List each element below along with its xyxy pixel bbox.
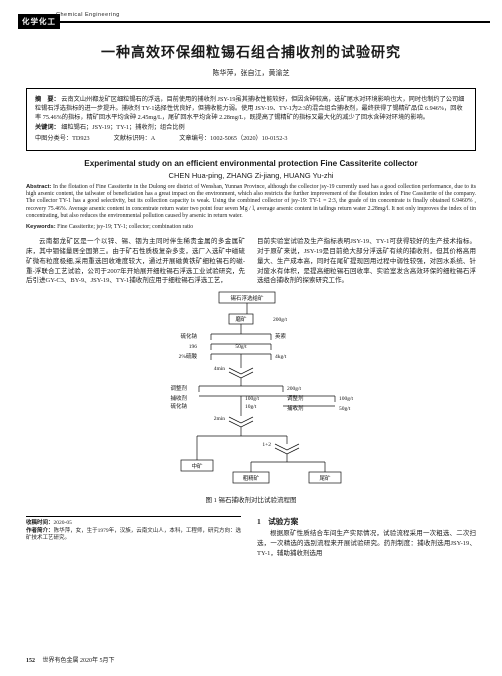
svg-text:粗精矿: 粗精矿 xyxy=(243,474,260,482)
col1-p1: 云南都龙矿区是一个以锌、锡、铟为主同时伴生稀贵金属的多金属矿床，其中铟储量居全国… xyxy=(26,237,245,286)
article-title: 一种高效环保细粒锡石组合捕收剂的试验研究 xyxy=(26,42,476,62)
col2-p1: 目前实验室试验及生产指标表明JSY-19、TY-1可获得较好的生产技术指标。对于… xyxy=(257,237,476,286)
en-authors: CHEN Hua-ping, ZHANG Zi-jiang, HUANG Yu-… xyxy=(26,171,476,180)
svg-text:调整剂: 调整剂 xyxy=(287,394,304,402)
svg-text:捕收剂: 捕收剂 xyxy=(170,394,187,402)
en-keywords: Keywords: Fine Cassiterite; jsy-19; TY-1… xyxy=(26,224,476,231)
section-1-para: 根据原矿性质结合车间生产实际情况，试验流程采用一次粗选、二次扫选，一次精选的选别… xyxy=(257,529,476,558)
svg-text:英索: 英索 xyxy=(275,332,287,340)
svg-text:1+2: 1+2 xyxy=(262,442,271,448)
svg-text:磨矿: 磨矿 xyxy=(235,315,247,323)
badge-text-en: Chemical Engineering xyxy=(56,12,120,18)
bio-label: 作者简介： xyxy=(26,528,54,534)
recv-label: 收稿时间： xyxy=(26,520,54,526)
cls-doi: 文章编号：1002-5065（2020）10-0152-3 xyxy=(179,135,287,144)
svg-text:锡石浮选给矿: 锡石浮选给矿 xyxy=(230,294,264,302)
flow-caption: 图 1 锡石捕收剂对比试验流程图 xyxy=(26,494,476,504)
abs-zh: 云南文山州都龙矿区细粒锡石的浮选，目前使用的捕收剂 JSY-19虽其捕收性能较好… xyxy=(35,96,464,121)
svg-text:100g/t: 100g/t xyxy=(245,396,260,402)
body-columns: 云南都龙矿区是一个以锌、锡、铟为主同时伴生稀贵金属的多金属矿床，其中铟储量居全国… xyxy=(26,237,476,286)
cls-cn: 中图分类号：TD923 xyxy=(35,135,90,144)
bio: 陈华萍，女，生于1979年，汉族，云南文山人，本科，工程师，研究方向：选矿技术工… xyxy=(26,528,241,542)
en-title: Experimental study on an efficient envir… xyxy=(26,159,476,168)
en-kw-label: Keywords: xyxy=(26,224,56,230)
svg-text:2min: 2min xyxy=(214,416,226,422)
en-abs-label: Abstract: xyxy=(26,184,51,190)
article-meta: 收稿时间：2020-05 作者简介：陈华萍，女，生于1979年，汉族，云南文山人… xyxy=(26,516,241,543)
cls-code: 文献标识码：A xyxy=(114,135,156,144)
svg-text:尾矿: 尾矿 xyxy=(319,474,331,482)
abstract-box: 摘 要： 云南文山州都龙矿区细粒锡石的浮选，目前使用的捕收剂 JSY-19虽其捕… xyxy=(26,88,476,151)
svg-text:50g/t: 50g/t xyxy=(235,344,247,350)
svg-text:50g/t: 50g/t xyxy=(339,406,351,412)
flowchart: 锡石浮选给矿 磨矿 200g/t 硫化钠 英索 196 50g/t 2%硫酸 4… xyxy=(26,290,476,504)
en-abstract: Abstract: In the flotation of Fine Cassi… xyxy=(26,184,476,220)
section-1-heading: 1 试验方案 xyxy=(257,516,476,527)
svg-text:调整剂: 调整剂 xyxy=(170,384,187,392)
english-header: Experimental study on an efficient envir… xyxy=(26,159,476,180)
svg-text:200g/t: 200g/t xyxy=(273,317,288,323)
svg-text:硫化钠: 硫化钠 xyxy=(170,402,187,410)
svg-text:100g/t: 100g/t xyxy=(339,396,354,402)
svg-text:4min: 4min xyxy=(214,366,226,372)
authors: 陈华萍，张自江，黄渝芝 xyxy=(26,68,476,78)
recv: 2020-05 xyxy=(54,520,72,526)
svg-text:200g/t: 200g/t xyxy=(287,386,302,392)
badge-text-zh: 化学化工 xyxy=(18,14,60,29)
svg-text:4kg/t: 4kg/t xyxy=(275,354,287,360)
svg-text:中矿: 中矿 xyxy=(191,462,203,470)
en-kw-text: Fine Cassiterite; jsy-19; TY-1; collecto… xyxy=(56,224,194,230)
page-footer: 152 世界有色金属 2020年 5月下 xyxy=(26,655,115,664)
kw-zh: 细粒锡石；JSY-19；TY-1；捕收剂；组合比例 xyxy=(61,124,184,131)
journal-foot: 世界有色金属 2020年 5月下 xyxy=(43,658,115,664)
kw-zh-label: 关键词： xyxy=(35,124,60,131)
svg-text:2%硫酸: 2%硫酸 xyxy=(179,352,198,360)
en-abs-text: In the flotation of Fine Cassiterite in … xyxy=(26,184,476,219)
page-number: 152 xyxy=(26,658,35,664)
abs-zh-label: 摘 要： xyxy=(35,96,60,103)
badge-rule xyxy=(60,21,490,23)
svg-text:硫化钠: 硫化钠 xyxy=(180,332,197,340)
svg-text:捕收剂: 捕收剂 xyxy=(287,404,304,412)
svg-text:196: 196 xyxy=(189,344,198,350)
svg-text:10g/t: 10g/t xyxy=(245,404,257,410)
